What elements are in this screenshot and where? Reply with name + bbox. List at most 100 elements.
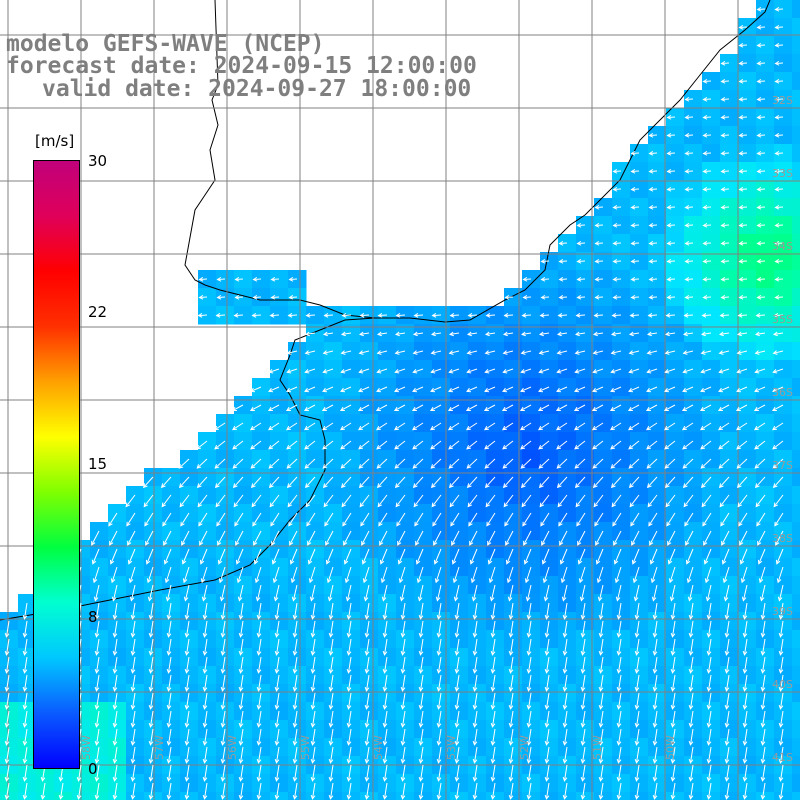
wind-arrow — [328, 710, 334, 728]
field-cell — [774, 378, 793, 397]
field-cell — [288, 360, 307, 379]
field-cell — [792, 198, 800, 217]
wind-arrow — [648, 168, 658, 174]
lon-label: 51W — [591, 735, 604, 760]
wind-arrow — [22, 764, 28, 782]
wind-arrow — [286, 458, 298, 469]
wind-arrow — [285, 404, 298, 411]
wind-arrow — [220, 656, 226, 674]
wind-arrow — [700, 368, 712, 374]
wind-arrow — [557, 313, 568, 318]
field-cell — [288, 378, 307, 397]
field-cell — [342, 342, 361, 361]
wind-arrow — [382, 710, 388, 728]
wind-arrow — [466, 331, 478, 337]
field-cell — [720, 288, 739, 307]
wind-arrow — [706, 710, 712, 728]
field-cell — [666, 306, 685, 325]
wind-arrow — [526, 602, 532, 620]
field-cell — [558, 396, 577, 415]
wind-arrow — [634, 710, 640, 728]
wind-arrow — [612, 276, 622, 282]
field-cell — [558, 324, 577, 343]
wind-arrow — [616, 710, 622, 728]
field-cell — [612, 396, 631, 415]
wind-arrow — [454, 602, 460, 620]
wind-arrow — [361, 530, 370, 546]
wind-arrow — [523, 530, 532, 546]
wind-arrow — [616, 602, 622, 620]
field-cell — [720, 432, 739, 451]
field-cell — [504, 378, 523, 397]
wind-arrow — [670, 746, 676, 764]
wind-arrow — [448, 440, 460, 450]
wind-arrow — [346, 692, 352, 710]
wind-arrow — [558, 276, 568, 282]
wind-arrow — [526, 692, 532, 710]
field-cell — [738, 378, 757, 397]
wind-arrow — [214, 422, 226, 431]
wind-arrow — [178, 476, 190, 489]
wind-arrow — [760, 656, 766, 674]
wind-arrow — [340, 350, 352, 355]
wind-arrow — [214, 476, 226, 489]
field-cell — [774, 18, 793, 37]
wind-arrow — [274, 764, 280, 782]
wind-arrow — [76, 764, 82, 782]
field-cell — [576, 324, 595, 343]
field-cell — [306, 306, 325, 325]
title-forecast-date: forecast date: 2024-09-15 12:00:00 — [6, 53, 477, 79]
wind-arrow — [670, 602, 676, 620]
wind-arrow — [506, 566, 514, 584]
wind-arrow — [646, 331, 658, 337]
field-cell — [378, 450, 397, 469]
wind-arrow — [184, 692, 190, 710]
wind-arrow — [502, 476, 514, 489]
wind-arrow — [250, 476, 262, 489]
field-cell — [558, 450, 577, 469]
wind-arrow — [286, 440, 298, 450]
wind-arrow — [664, 422, 676, 431]
field-cell — [468, 378, 487, 397]
field-cell — [540, 414, 559, 433]
wind-arrow — [430, 350, 442, 355]
wind-arrow — [360, 512, 370, 527]
wind-arrow — [648, 132, 658, 138]
wind-arrow — [218, 566, 226, 584]
field-cell — [378, 396, 397, 415]
wind-arrow — [738, 78, 748, 84]
field-cell — [414, 342, 433, 361]
wind-arrow — [433, 530, 442, 546]
wind-arrow — [292, 602, 298, 620]
wind-arrow — [684, 204, 694, 210]
wind-arrow — [180, 512, 190, 527]
wind-arrow — [328, 638, 334, 656]
wind-arrow — [652, 710, 658, 728]
wind-arrow — [466, 458, 478, 469]
colorbar-unit: [m/s] — [35, 132, 75, 150]
field-cell — [774, 360, 793, 379]
wind-arrow — [720, 222, 730, 228]
wind-arrow — [773, 494, 784, 508]
wind-arrow — [736, 458, 748, 469]
field-cell — [792, 162, 800, 181]
wind-arrow — [556, 458, 568, 469]
field-cell — [216, 270, 235, 289]
field-cell — [342, 432, 361, 451]
wind-arrow — [202, 710, 208, 728]
wind-arrow — [429, 404, 442, 411]
wind-arrow — [702, 294, 712, 300]
field-cell — [486, 432, 505, 451]
field-cell — [234, 432, 253, 451]
wind-arrow — [520, 331, 532, 337]
wind-arrow — [254, 566, 262, 584]
wind-arrow — [544, 638, 550, 656]
wind-arrow — [417, 584, 424, 602]
wind-arrow — [592, 458, 604, 469]
field-cell — [756, 90, 775, 109]
wind-arrow — [453, 584, 460, 602]
field-cell — [738, 324, 757, 343]
field-cell — [756, 234, 775, 253]
wind-arrow — [430, 440, 442, 450]
field-cell — [774, 216, 793, 235]
